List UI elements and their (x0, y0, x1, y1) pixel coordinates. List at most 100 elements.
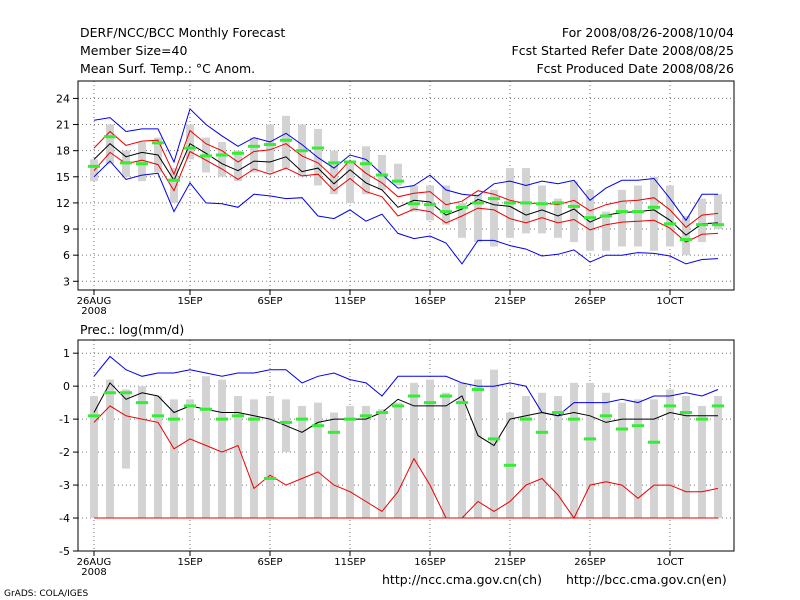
url-en-link[interactable]: http://bcc.cma.gov.cn(en) (566, 572, 727, 587)
obs-marker (120, 391, 132, 395)
x-tick-label: 21SEP (494, 557, 525, 568)
range-bar (714, 194, 722, 230)
obs-marker (88, 164, 100, 168)
range-bar (682, 396, 690, 519)
obs-marker (152, 414, 164, 418)
obs-marker (88, 414, 100, 418)
x-tick-label: 26SEP (574, 296, 605, 307)
range-bar (234, 396, 242, 519)
obs-marker (600, 214, 612, 218)
y-tick-label: 18 (56, 145, 70, 158)
range-bar (90, 396, 98, 519)
obs-marker (392, 404, 404, 408)
x-tick-label: 2008 (81, 306, 106, 317)
obs-marker (232, 414, 244, 418)
obs-marker (184, 146, 196, 150)
range-bar (538, 392, 546, 519)
obs-marker (328, 430, 340, 434)
obs-marker (136, 162, 148, 166)
obs-marker (344, 160, 356, 164)
obs-marker (376, 411, 388, 415)
series-line-spread-lower (93, 150, 719, 243)
range-bar (410, 382, 418, 519)
range-bar (186, 399, 194, 519)
range-bar (554, 198, 562, 238)
range-bar (522, 396, 530, 519)
obs-marker (392, 179, 404, 183)
obs-marker (456, 205, 468, 209)
obs-marker (648, 440, 660, 444)
forecast-period: For 2008/08/26-2008/10/04 (561, 25, 734, 40)
range-bar (106, 379, 114, 519)
obs-marker (232, 151, 244, 155)
chart-title: DERF/NCC/BCC Monthly Forecast (80, 25, 286, 40)
x-tick-label: 1SEP (177, 296, 202, 307)
obs-marker (120, 161, 132, 165)
series-line-spread-upper (93, 129, 719, 228)
x-tick-label: 1OCT (656, 557, 684, 568)
range-bar (458, 202, 466, 238)
y-tick-label: -4 (59, 512, 70, 525)
x-tick-label: 2008 (81, 567, 106, 578)
y-tick-label: -2 (59, 446, 70, 459)
obs-marker (424, 203, 436, 207)
range-bar (570, 181, 578, 243)
obs-marker (216, 153, 228, 157)
range-bar (394, 402, 402, 519)
range-bar (554, 396, 562, 519)
range-bar (634, 185, 642, 247)
range-bar (362, 146, 370, 195)
obs-marker (408, 202, 420, 206)
obs-marker (632, 210, 644, 214)
x-tick-label: 11SEP (334, 296, 365, 307)
obs-marker (680, 411, 692, 415)
obs-marker (696, 223, 708, 227)
range-bar (234, 150, 242, 182)
obs-marker (264, 143, 276, 147)
range-bar (138, 141, 146, 182)
range-bar (186, 124, 194, 160)
obs-marker (456, 401, 468, 405)
range-bar (266, 124, 274, 173)
obs-marker (104, 135, 116, 139)
range-bar (426, 379, 434, 519)
obs-marker (312, 424, 324, 428)
obs-marker (168, 417, 180, 421)
obs-marker (472, 201, 484, 205)
obs-marker (696, 417, 708, 421)
range-bar (650, 176, 658, 251)
range-bar (490, 189, 498, 247)
series-line-mean (93, 142, 719, 236)
obs-marker (536, 202, 548, 206)
range-bar (138, 386, 146, 519)
range-bar (522, 168, 530, 234)
range-bar (618, 402, 626, 519)
url-ch-link[interactable]: http://ncc.cma.gov.cn(ch) (382, 572, 542, 587)
range-bar (602, 211, 610, 251)
y-tick-label: 15 (56, 171, 70, 184)
range-bar (602, 392, 610, 519)
range-bar (266, 396, 274, 519)
obs-marker (296, 149, 308, 153)
obs-marker (248, 417, 260, 421)
range-bar (378, 409, 386, 519)
range-bar (298, 405, 306, 519)
range-bar (122, 389, 130, 469)
x-tick-label: 6SEP (257, 296, 282, 307)
obs-marker (360, 414, 372, 418)
obs-marker (440, 210, 452, 214)
range-bar (250, 399, 258, 519)
series-line-max (93, 355, 719, 417)
obs-marker (248, 144, 260, 148)
obs-marker (584, 216, 596, 220)
range-bar (490, 369, 498, 519)
range-bar (170, 168, 178, 203)
range-bar (426, 185, 434, 221)
series-line-min (93, 160, 719, 265)
range-bar (218, 379, 226, 519)
obs-marker (440, 394, 452, 398)
range-bar (634, 399, 642, 519)
